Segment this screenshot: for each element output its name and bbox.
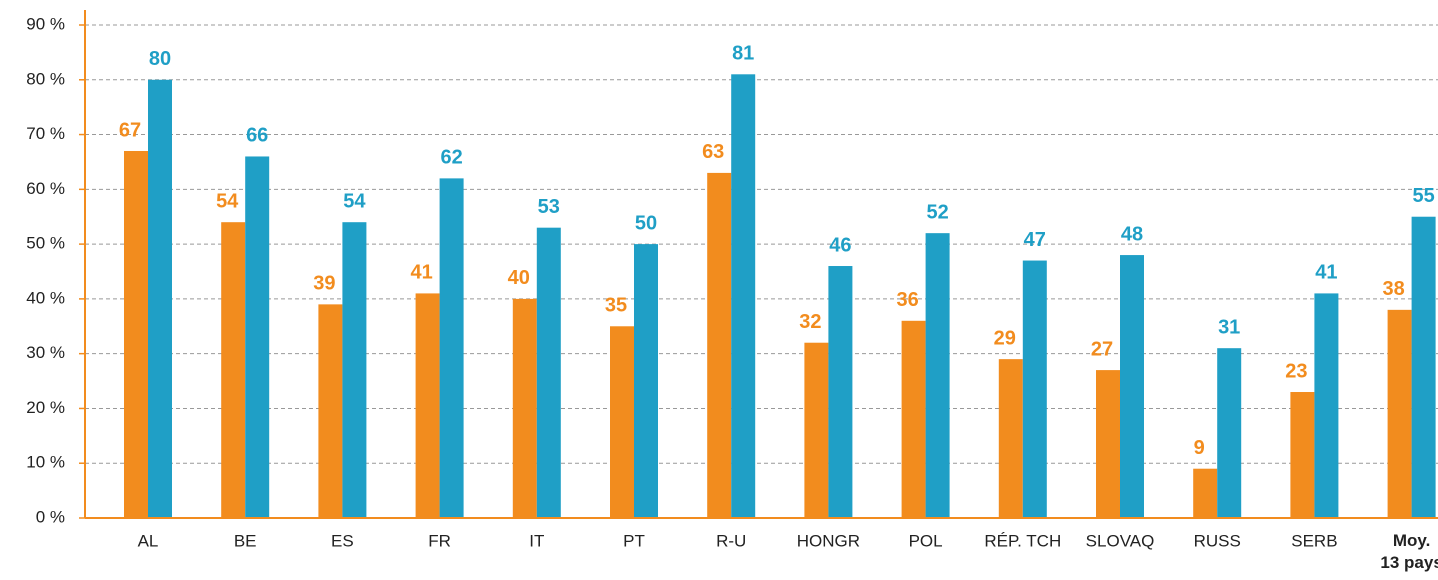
bar	[707, 172, 732, 518]
x-tick-label: RUSS	[1194, 531, 1241, 550]
value-label: 31	[1218, 316, 1240, 338]
value-label: 67	[119, 119, 141, 141]
value-label: 27	[1091, 338, 1113, 360]
bar	[731, 74, 756, 519]
value-label: 54	[343, 190, 366, 212]
x-tick-label: IT	[529, 531, 544, 550]
x-tick-label: R-U	[716, 531, 746, 550]
x-tick-label: SERB	[1291, 531, 1337, 550]
value-label: 63	[702, 141, 724, 163]
x-tick-label: RÉP. TCH	[984, 531, 1061, 550]
bar	[610, 326, 634, 518]
bar	[634, 244, 658, 518]
bar	[804, 342, 829, 518]
bar	[1022, 260, 1047, 518]
y-tick-label: 70 %	[26, 124, 65, 143]
y-tick-label: 60 %	[26, 179, 65, 198]
value-label: 32	[799, 311, 821, 333]
value-label: 40	[508, 267, 530, 289]
y-tick-label: 50 %	[26, 234, 65, 253]
value-label: 55	[1412, 185, 1434, 207]
value-label: 41	[410, 262, 432, 284]
value-label: 23	[1285, 360, 1307, 382]
value-label: 50	[635, 212, 657, 234]
y-tick-label: 30 %	[26, 343, 65, 362]
bar	[221, 222, 246, 518]
x-tick-label: SLOVAQ	[1086, 531, 1155, 550]
value-label: 38	[1382, 278, 1404, 300]
value-label: 29	[994, 327, 1016, 349]
y-tick-label: 0 %	[36, 507, 65, 526]
value-label: 9	[1194, 437, 1205, 459]
x-tick-label: HONGR	[797, 531, 860, 550]
bar	[342, 222, 367, 518]
bar	[828, 266, 853, 518]
x-tick-label: AL	[138, 531, 159, 550]
value-label: 62	[440, 147, 462, 169]
bar	[1217, 348, 1242, 518]
x-tick-label: POL	[909, 531, 943, 550]
value-label: 41	[1315, 262, 1337, 284]
bar	[1411, 216, 1436, 518]
y-tick-label: 20 %	[26, 398, 65, 417]
bar	[124, 150, 148, 518]
bar	[1290, 392, 1315, 518]
x-tick-label: FR	[428, 531, 451, 550]
value-label: 39	[313, 273, 335, 295]
value-label: 66	[246, 125, 268, 147]
bar	[1096, 370, 1120, 518]
bar	[901, 320, 926, 518]
bar	[1120, 255, 1144, 519]
bar	[1387, 309, 1412, 518]
value-label: 46	[829, 234, 851, 256]
y-tick-label: 90 %	[26, 14, 65, 33]
x-tick-label: ES	[331, 531, 354, 550]
value-label: 47	[1024, 229, 1046, 251]
bar	[318, 304, 343, 518]
bar	[415, 293, 440, 518]
x-tick-label: Moy. 13 pays	[1380, 531, 1438, 572]
bar	[1193, 468, 1218, 518]
bar	[245, 156, 270, 518]
value-label: 53	[538, 196, 560, 218]
y-tick-label: 80 %	[26, 69, 65, 88]
value-label: 80	[149, 48, 171, 70]
y-tick-label: 40 %	[26, 288, 65, 307]
bar	[148, 79, 172, 519]
bar	[925, 233, 950, 518]
value-label: 48	[1121, 223, 1143, 245]
x-tick-label: PT	[623, 531, 645, 550]
value-label: 81	[732, 43, 754, 65]
value-label: 35	[605, 295, 627, 317]
bar	[1314, 293, 1339, 518]
value-label: 36	[896, 289, 918, 311]
value-label: 52	[926, 201, 948, 223]
x-tick-label: BE	[234, 531, 257, 550]
bar	[998, 359, 1023, 518]
bar	[536, 227, 561, 518]
y-tick-label: 10 %	[26, 453, 65, 472]
value-label: 54	[216, 190, 239, 212]
bar	[512, 298, 537, 518]
bar	[439, 178, 464, 518]
